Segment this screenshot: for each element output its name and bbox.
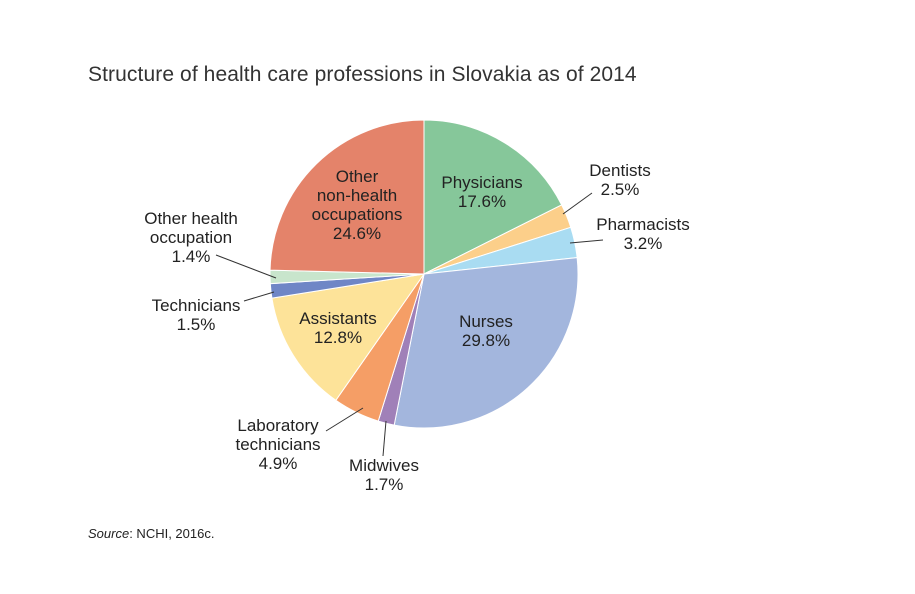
slice-label-dentists: Dentists 2.5%: [589, 161, 650, 199]
pie-labels: Physicians 17.6% Dentists 2.5% Pharmacists 3.…: [144, 161, 690, 494]
slice-name-assistants: Assistants: [299, 309, 376, 328]
leader-line-laboratory-technicians: [325, 407, 364, 432]
slice-value-assistants: 12.8%: [314, 328, 362, 347]
slice-name-other-non-health-occupations: occupations: [312, 205, 403, 224]
slice-value-nurses: 29.8%: [462, 331, 510, 350]
slice-label-pharmacists: Pharmacists 3.2%: [596, 215, 690, 253]
slice-name-other-health-occupation: Other health: [144, 209, 238, 228]
pie-slice-other-non-health-occupations: [269, 119, 425, 275]
leader-line-other-health-occupation: [215, 254, 277, 279]
slice-label-midwives: Midwives 1.7%: [349, 456, 419, 494]
slice-name-technicians: Technicians: [152, 296, 241, 315]
slice-label-assistants: Assistants 12.8%: [299, 309, 376, 347]
pie-slice-assistants: [271, 273, 426, 401]
chart-title: Structure of health care professions in …: [88, 63, 637, 86]
slice-label-laboratory-technicians: Laboratory technicians 4.9%: [235, 416, 320, 473]
slice-label-technicians: Technicians 1.5%: [152, 296, 241, 334]
slice-name-other-non-health-occupations: Other: [336, 167, 379, 186]
leader-line-technicians: [243, 291, 275, 302]
leader-line-midwives: [382, 420, 387, 457]
slice-name-laboratory-technicians: technicians: [235, 435, 320, 454]
source-text: : NCHI, 2016c.: [129, 526, 215, 541]
slice-value-technicians: 1.5%: [177, 315, 216, 334]
slice-value-midwives: 1.7%: [365, 475, 404, 494]
source-label: Source: [88, 526, 130, 541]
slice-name-nurses: Nurses: [459, 312, 513, 331]
slice-name-laboratory-technicians: Laboratory: [237, 416, 319, 435]
slice-name-midwives: Midwives: [349, 456, 419, 475]
slice-value-other-health-occupation: 1.4%: [172, 247, 211, 266]
slice-value-laboratory-technicians: 4.9%: [259, 454, 298, 473]
slice-label-other-non-health-occupations: Other non-health occupations 24.6%: [312, 167, 403, 243]
leader-line-dentists: [562, 192, 593, 215]
source-note: Source: NCHI, 2016c.: [88, 526, 214, 541]
slice-label-physicians: Physicians 17.6%: [441, 173, 522, 211]
slice-value-pharmacists: 3.2%: [624, 234, 663, 253]
slice-name-physicians: Physicians: [441, 173, 522, 192]
slice-value-other-non-health-occupations: 24.6%: [333, 224, 381, 243]
slice-name-pharmacists: Pharmacists: [596, 215, 690, 234]
leader-line-pharmacists: [569, 239, 604, 244]
slice-name-other-non-health-occupations: non-health: [317, 186, 397, 205]
slice-label-other-health-occupation: Other health occupation 1.4%: [144, 209, 238, 266]
pie-slices: [269, 119, 579, 429]
slice-value-dentists: 2.5%: [601, 180, 640, 199]
slice-value-physicians: 17.6%: [458, 192, 506, 211]
slice-name-other-health-occupation: occupation: [150, 228, 232, 247]
slice-name-dentists: Dentists: [589, 161, 650, 180]
pie-slice-physicians: [423, 119, 563, 275]
slice-label-nurses: Nurses 29.8%: [459, 312, 513, 350]
pie-slice-nurses: [393, 257, 579, 429]
